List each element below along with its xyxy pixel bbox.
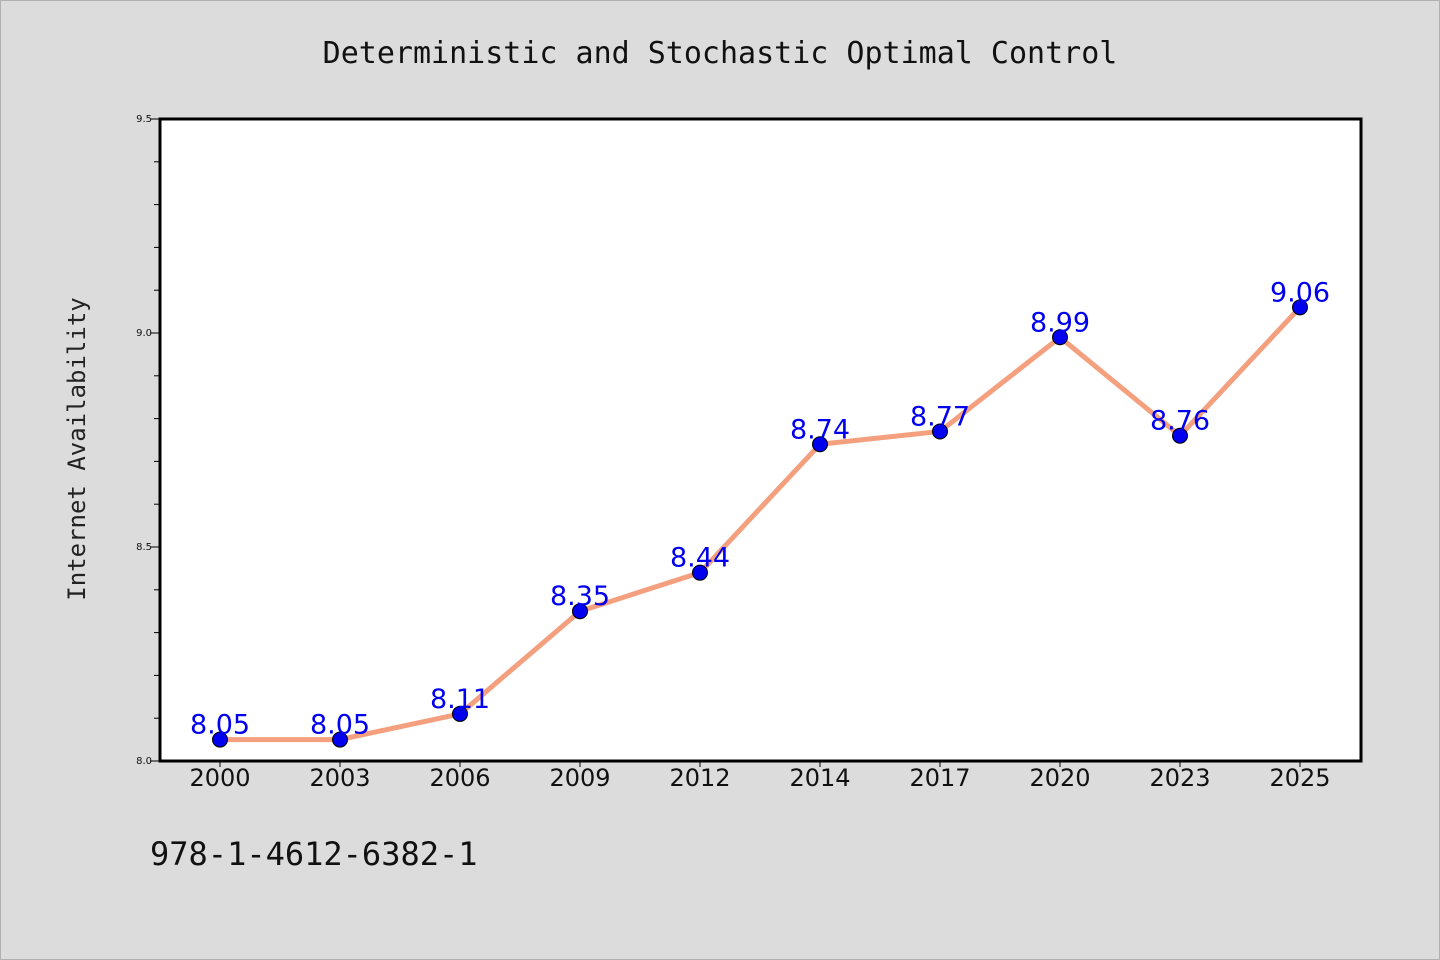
- x-tick-label: 2012: [669, 764, 730, 792]
- x-tick-label: 2025: [1269, 764, 1330, 792]
- y-axis-ticks: 8.0 8.5 9.0 9.5: [136, 114, 160, 767]
- x-tick-label: 2020: [1029, 764, 1090, 792]
- x-axis-ticks: 2000 2003 2006 2009 2012 2014 2017 2020 2023 2025: [189, 761, 1331, 792]
- x-tick-label: 2017: [909, 764, 970, 792]
- data-label: 8.99: [1030, 307, 1090, 338]
- y-tick-label: 9.5: [136, 114, 152, 125]
- x-tick-label: 2006: [429, 764, 490, 792]
- data-label: 8.11: [430, 684, 490, 715]
- data-point: [452, 705, 468, 722]
- data-point: [932, 423, 948, 440]
- data-label: 8.05: [190, 710, 250, 741]
- data-label: 9.06: [1270, 277, 1330, 308]
- isbn-text: 978-1-4612-6382-1: [150, 835, 478, 873]
- chart-title: Deterministic and Stochastic Optimal Con…: [323, 36, 1118, 71]
- x-tick-label: 2003: [309, 764, 370, 792]
- data-point: [1172, 427, 1188, 444]
- data-point: [1292, 299, 1308, 316]
- series-line: [217, 304, 1303, 743]
- data-label: 8.76: [1150, 406, 1210, 437]
- data-points: [212, 299, 1308, 748]
- x-tick-label: 2009: [549, 764, 610, 792]
- data-point: [1052, 329, 1068, 346]
- plot-area: [158, 117, 1363, 763]
- y-tick-label: 9.0: [136, 328, 152, 339]
- y-axis-label: Internet Availability: [63, 297, 91, 600]
- data-label: 8.77: [910, 401, 970, 432]
- data-label: 8.05: [310, 710, 370, 741]
- y-tick-label: 8.0: [136, 756, 152, 767]
- x-tick-label: 2014: [789, 764, 850, 792]
- data-point: [332, 731, 348, 748]
- data-point: [812, 436, 828, 453]
- x-tick-label: 2023: [1149, 764, 1210, 792]
- data-point: [572, 603, 588, 620]
- series-line-group: [217, 304, 1303, 743]
- data-point: [692, 564, 708, 581]
- data-point: [212, 731, 228, 748]
- data-label: 8.74: [790, 414, 850, 445]
- data-label: 8.35: [550, 581, 610, 612]
- data-label: 8.44: [670, 543, 730, 574]
- x-tick-label: 2000: [189, 764, 250, 792]
- y-tick-label: 8.5: [136, 542, 152, 553]
- data-labels: 8.05 8.05 8.11 8.35 8.44 8.74 8.77 8.99 8.76 9.06: [190, 277, 1330, 740]
